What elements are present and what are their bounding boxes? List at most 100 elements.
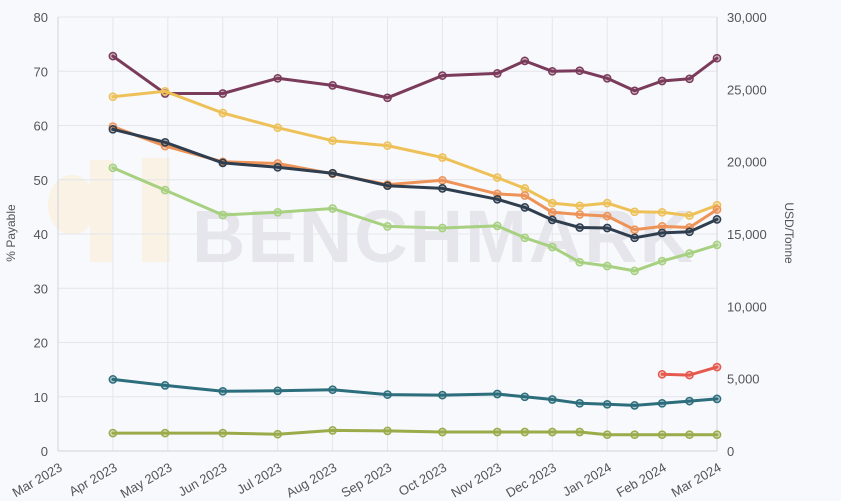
data-point[interactable] <box>160 185 170 195</box>
data-point[interactable] <box>520 56 530 66</box>
data-point[interactable] <box>685 396 694 406</box>
data-point[interactable] <box>160 137 170 147</box>
data-point[interactable] <box>520 191 530 200</box>
data-point[interactable] <box>328 204 337 213</box>
data-point[interactable] <box>602 399 612 409</box>
data-point[interactable] <box>108 163 118 173</box>
data-point[interactable] <box>108 428 118 438</box>
data-point[interactable] <box>218 108 228 118</box>
data-point[interactable] <box>273 162 283 172</box>
data-point[interactable] <box>383 426 392 436</box>
data-point[interactable] <box>273 386 283 396</box>
data-point[interactable] <box>328 426 337 435</box>
data-point[interactable] <box>520 233 530 243</box>
data-point[interactable] <box>657 76 667 86</box>
data-point[interactable] <box>575 201 585 211</box>
data-point[interactable] <box>383 181 392 191</box>
data-point[interactable] <box>575 223 585 232</box>
data-point[interactable] <box>657 398 667 408</box>
data-point[interactable] <box>685 370 694 380</box>
data-point[interactable] <box>492 194 502 204</box>
data-point[interactable] <box>438 184 447 193</box>
data-point[interactable] <box>108 375 118 384</box>
data-point[interactable] <box>218 158 228 168</box>
data-point[interactable] <box>328 385 337 395</box>
data-point[interactable] <box>273 73 283 83</box>
data-point[interactable] <box>160 86 170 96</box>
data-point[interactable] <box>438 390 447 400</box>
data-point[interactable] <box>160 381 170 390</box>
data-point[interactable] <box>218 210 228 220</box>
data-point[interactable] <box>273 429 283 439</box>
data-point[interactable] <box>520 392 530 402</box>
data-point[interactable] <box>712 53 722 63</box>
data-point[interactable] <box>685 211 694 220</box>
data-point[interactable] <box>160 428 170 438</box>
data-point[interactable] <box>630 266 639 276</box>
data-point[interactable] <box>438 427 447 437</box>
data-point[interactable] <box>108 51 118 61</box>
data-point[interactable] <box>492 427 502 437</box>
data-point[interactable] <box>492 221 502 231</box>
data-point[interactable] <box>383 222 392 231</box>
data-point[interactable] <box>602 198 612 208</box>
data-point[interactable] <box>218 386 228 396</box>
data-point[interactable] <box>630 86 639 96</box>
data-point[interactable] <box>712 205 722 214</box>
data-point[interactable] <box>602 430 612 440</box>
data-point[interactable] <box>520 203 530 212</box>
data-point[interactable] <box>630 233 639 243</box>
data-point[interactable] <box>712 240 722 250</box>
data-point[interactable] <box>520 184 530 193</box>
data-point[interactable] <box>438 175 447 185</box>
data-point[interactable] <box>438 153 447 162</box>
data-point[interactable] <box>657 207 667 217</box>
data-point[interactable] <box>108 92 118 102</box>
data-point[interactable] <box>712 362 722 372</box>
data-point[interactable] <box>630 430 639 440</box>
data-point[interactable] <box>602 211 612 221</box>
data-point[interactable] <box>547 395 557 404</box>
data-point[interactable] <box>602 261 612 271</box>
data-point[interactable] <box>712 430 722 440</box>
data-point[interactable] <box>328 81 337 90</box>
data-point[interactable] <box>383 141 392 150</box>
data-point[interactable] <box>108 124 118 134</box>
data-point[interactable] <box>547 242 557 252</box>
data-point[interactable] <box>492 173 502 182</box>
data-point[interactable] <box>547 66 557 76</box>
data-point[interactable] <box>547 427 557 437</box>
data-point[interactable] <box>438 223 447 233</box>
data-point[interactable] <box>657 369 667 379</box>
data-point[interactable] <box>575 427 585 437</box>
data-point[interactable] <box>438 71 447 80</box>
data-point[interactable] <box>685 74 694 84</box>
data-point[interactable] <box>685 249 694 258</box>
data-point[interactable] <box>520 427 530 437</box>
data-point[interactable] <box>575 398 585 408</box>
data-point[interactable] <box>383 390 392 399</box>
data-point[interactable] <box>712 215 722 224</box>
data-point[interactable] <box>273 123 283 133</box>
data-point[interactable] <box>547 207 557 217</box>
data-point[interactable] <box>685 227 694 237</box>
data-point[interactable] <box>492 69 502 78</box>
data-point[interactable] <box>383 93 392 103</box>
data-point[interactable] <box>630 207 639 217</box>
data-point[interactable] <box>328 168 337 178</box>
data-point[interactable] <box>657 256 667 266</box>
data-point[interactable] <box>492 389 502 399</box>
data-point[interactable] <box>273 207 283 217</box>
data-point[interactable] <box>218 428 228 438</box>
data-point[interactable] <box>630 401 639 410</box>
data-point[interactable] <box>575 66 585 76</box>
data-point[interactable] <box>712 394 722 404</box>
data-point[interactable] <box>630 225 639 235</box>
data-point[interactable] <box>602 223 612 233</box>
data-point[interactable] <box>575 210 585 219</box>
data-point[interactable] <box>218 89 228 98</box>
data-point[interactable] <box>328 136 337 146</box>
data-point[interactable] <box>657 430 667 440</box>
data-point[interactable] <box>657 228 667 238</box>
data-point[interactable] <box>547 215 557 225</box>
